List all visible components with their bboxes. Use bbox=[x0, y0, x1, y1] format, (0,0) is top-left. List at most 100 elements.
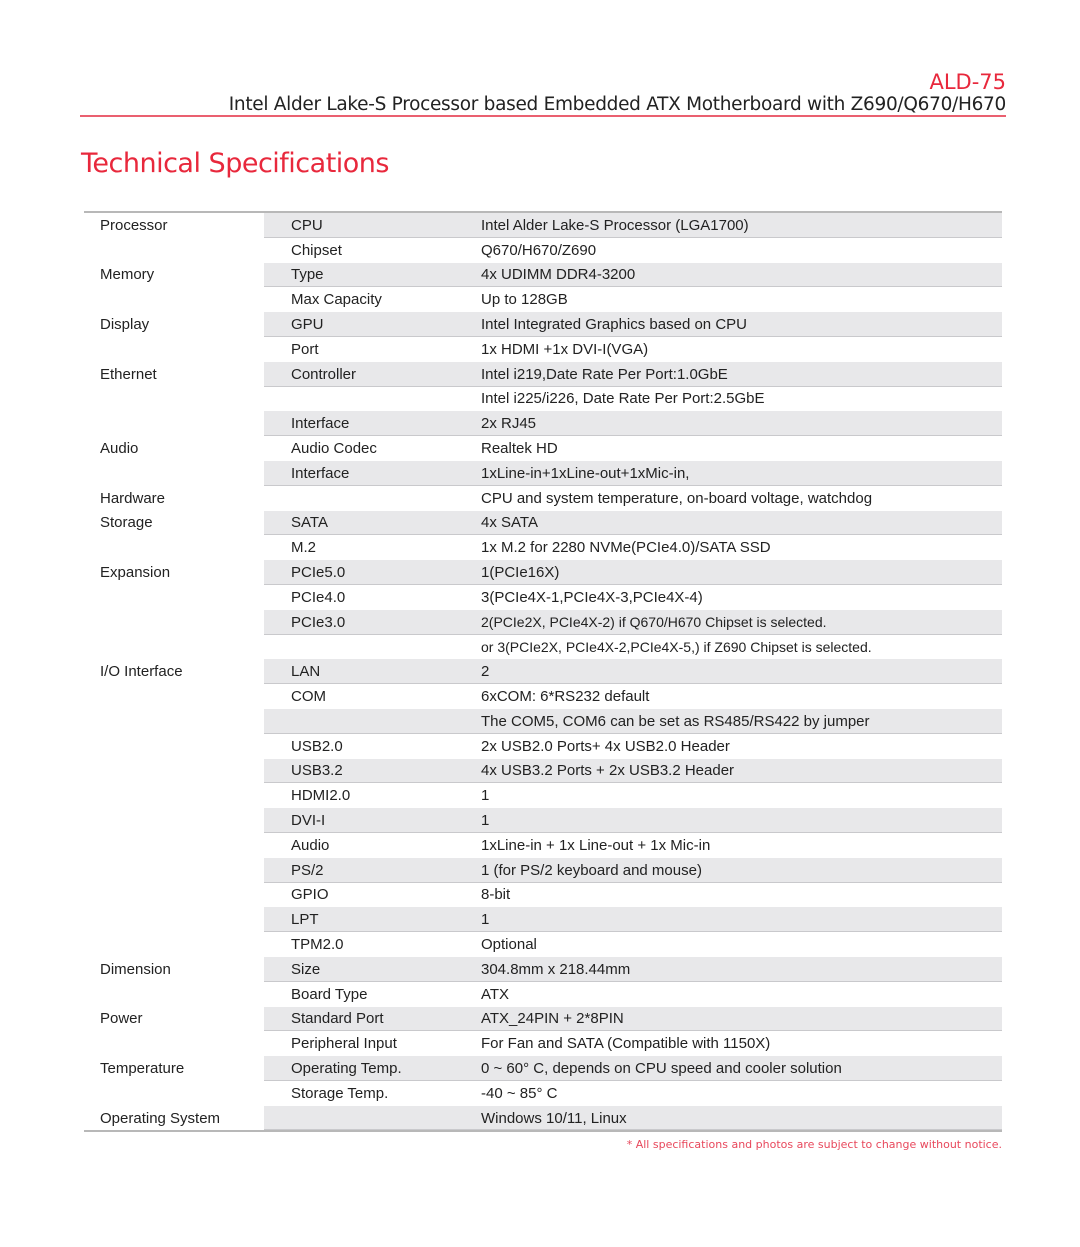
table-row: or 3(PCIe2X, PCIe4X-2,PCIe4X-5,) if Z690… bbox=[84, 635, 1002, 660]
spec-value: Intel Integrated Graphics based on CPU bbox=[481, 316, 747, 334]
spec-group: Temperature bbox=[100, 1059, 185, 1077]
table-row: I/O Interface LAN 2 bbox=[84, 659, 1002, 685]
spec-item: Audio Codec bbox=[291, 440, 377, 458]
table-row: PS/2 1 (for PS/2 keyboard and mouse) bbox=[84, 857, 1002, 883]
spec-group: Memory bbox=[100, 266, 155, 284]
table-row: The COM5, COM6 can be set as RS485/RS422… bbox=[84, 708, 1002, 734]
table-row: M.2 1x M.2 for 2280 NVMe(PCIe4.0)/SATA SS… bbox=[84, 535, 1002, 561]
table-row: Peripheral Input For Fan and SATA (Compat… bbox=[84, 1031, 1002, 1057]
row-band bbox=[264, 486, 1002, 511]
spec-item: LPT bbox=[291, 911, 319, 929]
spec-value: Up to 128GB bbox=[481, 291, 568, 309]
spec-group: Operating System bbox=[100, 1109, 221, 1127]
spec-value: 1xLine-in+1xLine-out+1xMic-in, bbox=[481, 464, 690, 482]
row-band bbox=[264, 436, 1002, 461]
table-row: Storage SATA 4x SATA bbox=[84, 510, 1002, 536]
spec-item: Max Capacity bbox=[291, 291, 382, 309]
spec-item: Peripheral Input bbox=[291, 1035, 397, 1053]
spec-item: COM bbox=[291, 688, 326, 706]
spec-group: Processor bbox=[100, 216, 168, 234]
table-row: Board Type ATX bbox=[84, 982, 1002, 1007]
table-row: Interface 1xLine-in+1xLine-out+1xMic-in, bbox=[84, 460, 1002, 486]
spec-item: Board Type bbox=[291, 985, 368, 1003]
spec-item: Audio bbox=[291, 836, 330, 854]
row-band bbox=[264, 833, 1002, 858]
spec-item: Standard Port bbox=[291, 1010, 384, 1028]
spec-value: 3(PCIe4X-1,PCIe4X-3,PCIe4X-4) bbox=[481, 588, 703, 606]
spec-value: 2x RJ45 bbox=[481, 415, 537, 433]
spec-item: Operating Temp. bbox=[291, 1059, 402, 1077]
spec-value: 4x UDIMM DDR4-3200 bbox=[481, 266, 636, 284]
table-row: USB2.0 2x USB2.0 Ports+ 4x USB2.0 Header bbox=[84, 734, 1002, 759]
spec-item: GPIO bbox=[291, 886, 329, 904]
row-band bbox=[264, 783, 1002, 809]
spec-value: 2x USB2.0 Ports+ 4x USB2.0 Header bbox=[481, 737, 730, 755]
model-name: ALD-75 bbox=[929, 70, 1006, 94]
table-row: Audio 1xLine-in + 1x Line-out + 1x Mic-in bbox=[84, 833, 1002, 858]
table-row: Temperature Operating Temp. 0 ~ 60° C, dep… bbox=[84, 1056, 1002, 1081]
row-band bbox=[264, 411, 1002, 437]
spec-value: Windows 10/11, Linux bbox=[481, 1109, 627, 1127]
spec-value: 1xLine-in + 1x Line-out + 1x Mic-in bbox=[481, 836, 711, 854]
spec-item: Type bbox=[291, 266, 324, 284]
row-band bbox=[264, 1006, 1002, 1032]
table-row: Dimension Size 304.8mm x 218.44mm bbox=[84, 956, 1002, 982]
row-band bbox=[264, 635, 1002, 660]
spec-value: Intel i219,Date Rate Per Port:1.0GbE bbox=[481, 365, 728, 383]
spec-value: 1 (for PS/2 keyboard and mouse) bbox=[481, 861, 702, 879]
row-band bbox=[264, 857, 1002, 883]
table-row: Intel i225/i226, Date Rate Per Port:2.5G… bbox=[84, 387, 1002, 412]
spec-group: Expansion bbox=[100, 564, 171, 582]
spec-value: 1 bbox=[481, 812, 490, 830]
row-band bbox=[264, 708, 1002, 734]
spec-value: Intel i225/i226, Date Rate Per Port:2.5G… bbox=[481, 390, 765, 408]
spec-value: 0 ~ 60° C, depends on CPU speed and cool… bbox=[481, 1059, 842, 1077]
row-band bbox=[264, 238, 1002, 263]
row-band bbox=[264, 287, 1002, 313]
spec-table: Processor CPU Intel Alder Lake-S Processor… bbox=[84, 211, 1002, 1133]
spec-value: 6xCOM: 6*RS232 default bbox=[481, 688, 650, 706]
row-band bbox=[264, 956, 1002, 982]
spec-item: Interface bbox=[291, 415, 350, 433]
row-band bbox=[264, 361, 1002, 387]
spec-value: Intel Alder Lake-S Processor (LGA1700) bbox=[481, 216, 749, 234]
table-row: COM 6xCOM: 6*RS232 default bbox=[84, 684, 1002, 709]
spec-value: Realtek HD bbox=[481, 440, 558, 458]
table-row: GPIO 8-bit bbox=[84, 883, 1002, 908]
spec-item: PCIe3.0 bbox=[291, 613, 346, 631]
spec-item: HDMI2.0 bbox=[291, 787, 351, 805]
spec-value: Q670/H670/Z690 bbox=[481, 241, 597, 259]
spec-group: Audio bbox=[100, 440, 139, 458]
spec-value: ATX_24PIN + 2*8PIN bbox=[481, 1010, 624, 1028]
row-band bbox=[264, 1031, 1002, 1057]
table-row: HDMI2.0 1 bbox=[84, 783, 1002, 809]
row-band bbox=[264, 609, 1002, 635]
table-row: Max Capacity Up to 128GB bbox=[84, 287, 1002, 313]
row-band bbox=[264, 758, 1002, 784]
spec-value: 4x SATA bbox=[481, 514, 538, 532]
table-row: Expansion PCIe5.0 1(PCIe16X) bbox=[84, 560, 1002, 585]
table-row: LPT 1 bbox=[84, 907, 1002, 933]
spec-group: Display bbox=[100, 316, 150, 334]
spec-item: TPM2.0 bbox=[291, 936, 344, 953]
row-band bbox=[264, 213, 1002, 238]
spec-value: 1x M.2 for 2280 NVMe(PCIe4.0)/SATA SSD bbox=[481, 539, 771, 557]
spec-group: Storage bbox=[100, 514, 153, 532]
header-divider bbox=[80, 115, 1006, 117]
row-band bbox=[264, 932, 1002, 957]
product-subtitle: Intel Alder Lake-S Processor based Embed… bbox=[228, 94, 1007, 115]
spec-value: CPU and system temperature, on-board vol… bbox=[481, 489, 873, 507]
spec-item: Interface bbox=[291, 464, 350, 482]
spec-value: For Fan and SATA (Compatible with 1150X) bbox=[481, 1035, 771, 1053]
spec-item: CPU bbox=[291, 216, 323, 234]
spec-item: SATA bbox=[291, 514, 328, 532]
table-row: Interface 2x RJ45 bbox=[84, 411, 1002, 437]
spec-item: DVI-I bbox=[291, 812, 326, 830]
spec-value: 1 bbox=[481, 787, 490, 805]
footnote: * All specifications and photos are subj… bbox=[626, 1138, 1002, 1151]
table-row: Processor CPU Intel Alder Lake-S Processor… bbox=[84, 213, 1002, 238]
spec-item: M.2 bbox=[291, 539, 317, 557]
row-band bbox=[264, 312, 1002, 337]
row-band bbox=[264, 1056, 1002, 1081]
spec-value: 4x USB3.2 Ports + 2x USB3.2 Header bbox=[481, 762, 735, 780]
